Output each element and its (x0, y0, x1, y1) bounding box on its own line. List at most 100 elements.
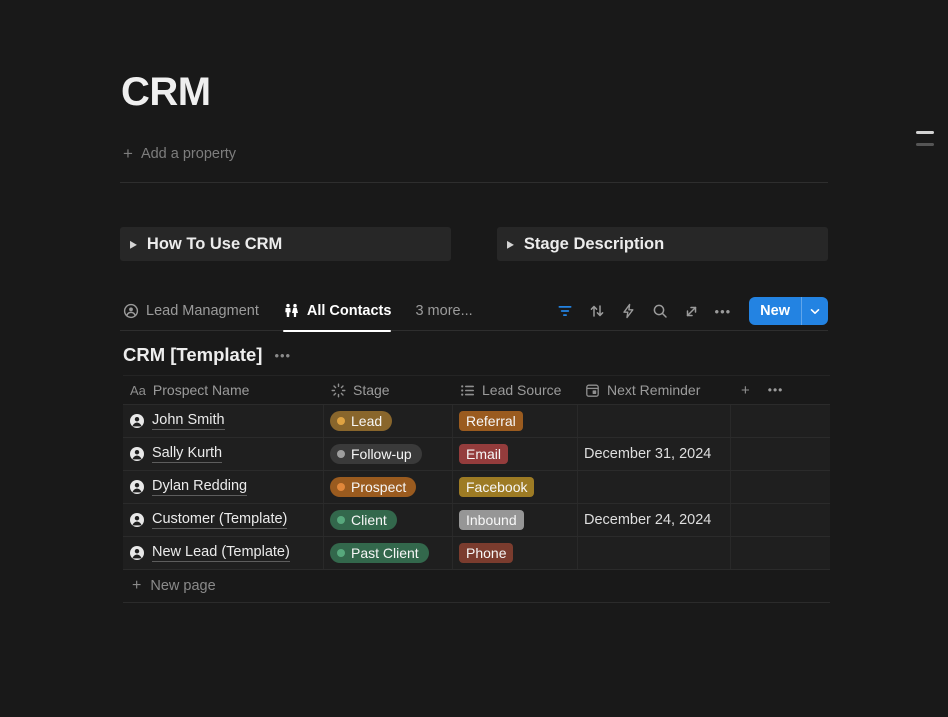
cell-lead-source[interactable]: Referral (453, 405, 578, 437)
add-column-icon[interactable]: + (741, 381, 750, 399)
view-tabs: Lead Managment All Contacts 3 more... (120, 292, 473, 332)
cell-prospect-name[interactable]: John Smith (123, 405, 324, 437)
lead-source-tag[interactable]: Referral (459, 411, 523, 431)
cell-lead-source[interactable]: Inbound (453, 504, 578, 536)
status-icon (331, 383, 346, 398)
new-page-label: New page (150, 578, 216, 594)
tab-label: Lead Managment (146, 303, 259, 319)
cell-lead-source[interactable]: Phone (453, 537, 578, 569)
more-views-button[interactable]: 3 more... (415, 303, 473, 319)
status-dot (337, 483, 345, 491)
reminder-date: December 24, 2024 (584, 512, 712, 528)
cell-empty[interactable] (731, 471, 830, 503)
prospect-name-link[interactable]: Dylan Redding (152, 478, 248, 496)
column-label: Prospect Name (152, 382, 250, 398)
sort-icon[interactable] (589, 303, 605, 319)
expand-icon[interactable] (684, 304, 699, 319)
cell-next-reminder[interactable]: December 24, 2024 (578, 504, 731, 536)
stage-label: Follow-up (351, 446, 412, 462)
outline-indicator[interactable] (914, 131, 934, 146)
cell-stage[interactable]: Past Client (324, 537, 453, 569)
stage-pill[interactable]: Follow-up (330, 444, 422, 464)
toggle-stage-description[interactable]: ▶ Stage Description (497, 227, 828, 261)
outline-bar-icon (916, 131, 934, 134)
column-header-prospect-name[interactable]: Aa Prospect Name (123, 376, 324, 404)
more-options-icon[interactable]: ••• (714, 303, 732, 319)
person-avatar-icon (129, 545, 145, 561)
stage-pill[interactable]: Lead (330, 411, 393, 431)
chevron-down-icon[interactable] (802, 297, 828, 325)
column-header-next-reminder[interactable]: Next Reminder (578, 376, 731, 404)
cell-next-reminder[interactable] (578, 471, 731, 503)
add-property-label: Add a property (140, 145, 237, 162)
cell-stage[interactable]: Client (324, 504, 453, 536)
cell-next-reminder[interactable]: December 31, 2024 (578, 438, 731, 470)
stage-pill[interactable]: Past Client (330, 543, 429, 563)
table-row: Customer (Template) Client Inbound Decem… (123, 504, 830, 537)
new-button[interactable]: New (749, 297, 828, 325)
cell-empty[interactable] (731, 405, 830, 437)
new-button-label[interactable]: New (760, 303, 790, 319)
filter-icon[interactable] (557, 303, 573, 319)
person-avatar-icon (129, 446, 145, 462)
toggle-blocks: ▶ How To Use CRM ▶ Stage Description (120, 227, 828, 261)
toggle-label: Stage Description (523, 234, 665, 253)
toggle-arrow-icon[interactable]: ▶ (507, 237, 514, 250)
cell-prospect-name[interactable]: Customer (Template) (123, 504, 324, 536)
column-header-lead-source[interactable]: Lead Source (453, 376, 578, 404)
toggle-arrow-icon[interactable]: ▶ (130, 237, 137, 250)
lead-source-tag[interactable]: Inbound (459, 510, 524, 530)
cell-next-reminder[interactable] (578, 537, 731, 569)
column-label: Lead Source (482, 382, 562, 398)
lightning-icon[interactable] (621, 303, 636, 319)
new-button-divider (801, 297, 802, 325)
tab-all-contacts[interactable]: All Contacts (282, 292, 392, 332)
stage-label: Lead (351, 413, 383, 429)
cell-prospect-name[interactable]: Dylan Redding (123, 471, 324, 503)
search-icon[interactable] (652, 303, 668, 319)
lead-source-tag[interactable]: Facebook (459, 477, 535, 497)
person-avatar-icon (129, 512, 145, 528)
cell-empty[interactable] (731, 438, 830, 470)
lead-source-tag[interactable]: Phone (459, 543, 514, 563)
database-menu-icon[interactable]: ••• (274, 347, 292, 363)
stage-pill[interactable]: Client (330, 510, 397, 530)
lead-source-tag[interactable]: Email (459, 444, 509, 464)
prospect-name-link[interactable]: Customer (Template) (152, 511, 288, 529)
plus-icon: + (123, 144, 133, 163)
cell-empty[interactable] (731, 504, 830, 536)
cell-prospect-name[interactable]: Sally Kurth (123, 438, 324, 470)
cell-stage[interactable]: Lead (324, 405, 453, 437)
stage-pill[interactable]: Prospect (330, 477, 417, 497)
database-title-row: CRM [Template] ••• (123, 344, 291, 366)
column-label: Next Reminder (607, 382, 701, 398)
stage-label: Prospect (351, 479, 407, 495)
tab-label: All Contacts (306, 303, 392, 319)
cell-stage[interactable]: Prospect (324, 471, 453, 503)
cell-next-reminder[interactable] (578, 405, 731, 437)
add-property-button[interactable]: + Add a property (123, 145, 236, 162)
table-options-icon[interactable]: ••• (767, 383, 784, 397)
date-icon (585, 383, 600, 398)
column-header-stage[interactable]: Stage (324, 376, 453, 404)
cell-lead-source[interactable]: Facebook (453, 471, 578, 503)
toggle-how-to-use-crm[interactable]: ▶ How To Use CRM (120, 227, 451, 261)
prospect-name-link[interactable]: Sally Kurth (152, 445, 223, 463)
cell-empty[interactable] (731, 537, 830, 569)
new-page-button[interactable]: + New page (123, 570, 830, 603)
view-controls: ••• New (557, 297, 828, 325)
prospect-name-link[interactable]: John Smith (152, 412, 225, 430)
tab-lead-managment[interactable]: Lead Managment (123, 292, 259, 331)
cell-lead-source[interactable]: Email (453, 438, 578, 470)
prospect-name-link[interactable]: New Lead (Template) (152, 544, 290, 562)
person-avatar-icon (129, 479, 145, 495)
table-row: New Lead (Template) Past Client Phone (123, 537, 830, 570)
status-dot (337, 450, 345, 458)
cell-stage[interactable]: Follow-up (324, 438, 453, 470)
view-tab-bar: Lead Managment All Contacts 3 more... ••… (120, 292, 828, 332)
table-row: Dylan Redding Prospect Facebook (123, 471, 830, 504)
table-row: Sally Kurth Follow-up Email December 31,… (123, 438, 830, 471)
cell-prospect-name[interactable]: New Lead (Template) (123, 537, 324, 569)
person-circle-icon (123, 303, 139, 319)
database-title[interactable]: CRM [Template] (123, 344, 263, 365)
